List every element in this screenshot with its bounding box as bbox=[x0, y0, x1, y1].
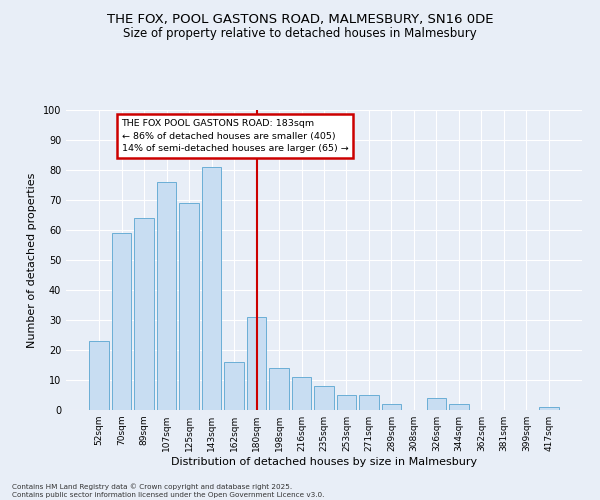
Bar bbox=[292, 377, 311, 410]
Bar bbox=[157, 182, 176, 410]
Bar bbox=[179, 203, 199, 410]
Bar bbox=[269, 368, 289, 410]
Text: Size of property relative to detached houses in Malmesbury: Size of property relative to detached ho… bbox=[123, 28, 477, 40]
Y-axis label: Number of detached properties: Number of detached properties bbox=[27, 172, 37, 348]
Bar bbox=[314, 386, 334, 410]
Bar bbox=[89, 341, 109, 410]
Bar bbox=[224, 362, 244, 410]
Bar bbox=[359, 395, 379, 410]
Bar bbox=[112, 233, 131, 410]
X-axis label: Distribution of detached houses by size in Malmesbury: Distribution of detached houses by size … bbox=[171, 457, 477, 467]
Bar bbox=[202, 167, 221, 410]
Bar bbox=[427, 398, 446, 410]
Text: THE FOX, POOL GASTONS ROAD, MALMESBURY, SN16 0DE: THE FOX, POOL GASTONS ROAD, MALMESBURY, … bbox=[107, 12, 493, 26]
Text: Contains HM Land Registry data © Crown copyright and database right 2025.
Contai: Contains HM Land Registry data © Crown c… bbox=[12, 483, 325, 498]
Bar bbox=[539, 407, 559, 410]
Bar bbox=[247, 317, 266, 410]
Bar bbox=[449, 404, 469, 410]
Bar bbox=[382, 404, 401, 410]
Bar bbox=[134, 218, 154, 410]
Text: THE FOX POOL GASTONS ROAD: 183sqm
← 86% of detached houses are smaller (405)
14%: THE FOX POOL GASTONS ROAD: 183sqm ← 86% … bbox=[122, 119, 348, 153]
Bar bbox=[337, 395, 356, 410]
